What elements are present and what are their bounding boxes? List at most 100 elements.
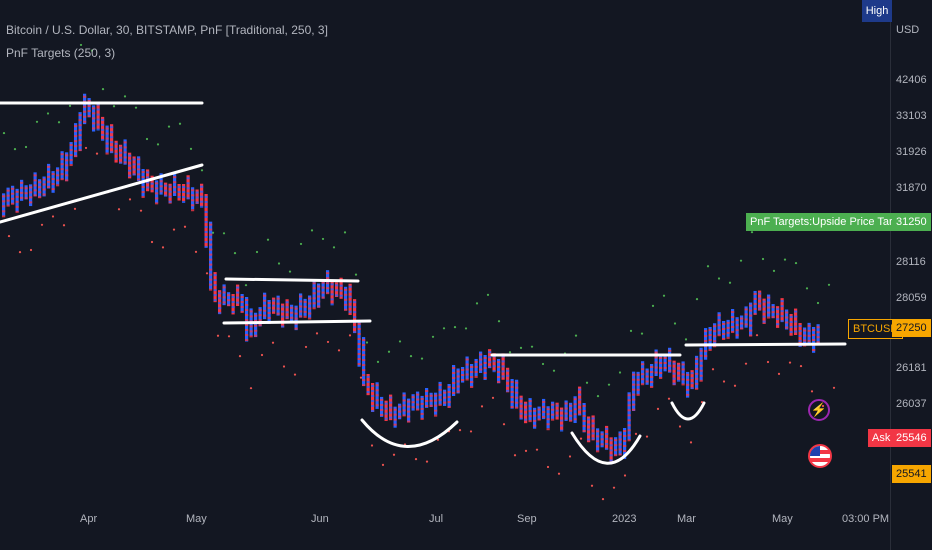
pnf-box	[807, 334, 811, 337]
target-dot	[777, 372, 781, 375]
pnf-box	[330, 283, 334, 286]
pnf-column	[807, 322, 811, 344]
pnf-box	[128, 169, 132, 172]
pnf-box	[177, 186, 181, 188]
pnf-column	[119, 144, 123, 164]
pnf-box	[267, 307, 271, 309]
target-dot	[222, 232, 226, 235]
price-tick: 31926	[896, 146, 927, 158]
pnf-box	[299, 305, 303, 308]
pnf-box	[42, 183, 46, 186]
pnf-box	[267, 312, 271, 314]
price-tick: 42406	[896, 74, 927, 86]
pnf-box	[627, 429, 631, 432]
bottom-price-tag: 25541	[892, 465, 931, 483]
pnf-box	[524, 403, 528, 406]
pnf-box	[690, 377, 694, 380]
pnf-box	[6, 194, 10, 197]
pnf-box	[420, 412, 424, 415]
pnf-box	[155, 182, 159, 185]
pnf-box	[434, 414, 438, 417]
pnf-box	[119, 161, 123, 164]
pnf-column	[164, 182, 168, 197]
pnf-box	[420, 397, 424, 400]
pnf-box	[141, 171, 145, 173]
pnf-box	[335, 294, 339, 297]
pnf-box	[582, 415, 586, 417]
pnf-box	[627, 424, 631, 427]
target-dot	[354, 273, 358, 276]
pnf-box	[222, 291, 226, 294]
pnf-box	[123, 161, 127, 164]
pnf-box	[762, 320, 766, 323]
target-dot	[706, 265, 710, 268]
pnf-box	[461, 379, 465, 381]
pnf-box	[596, 430, 600, 433]
pnf-box	[753, 307, 757, 310]
pnf-column	[605, 425, 609, 450]
pnf-box	[209, 288, 213, 291]
target-dot	[244, 284, 248, 287]
pnf-box	[177, 191, 181, 193]
pnf-box	[110, 126, 114, 129]
pnf-column	[159, 173, 163, 195]
pnf-box	[623, 435, 627, 437]
time-label: May	[186, 513, 207, 525]
pnf-box	[29, 196, 33, 199]
pnf-column	[38, 179, 42, 198]
pnf-box	[330, 298, 334, 301]
pnf-box	[483, 377, 487, 379]
price-scale[interactable]	[890, 0, 932, 550]
us-flag-icon[interactable]	[808, 444, 832, 468]
pnf-box	[321, 286, 325, 289]
pnf-box	[69, 144, 73, 147]
pnf-chart[interactable]	[0, 0, 890, 550]
pnf-column	[74, 123, 78, 157]
target-dot	[640, 332, 644, 335]
pnf-box	[713, 325, 717, 328]
pnf-column	[533, 407, 537, 429]
pnf-column	[542, 398, 546, 420]
pnf-box	[573, 408, 577, 411]
pnf-box	[533, 409, 537, 412]
pnf-box	[191, 199, 195, 202]
pnf-box	[510, 406, 514, 408]
target-dot	[233, 252, 237, 255]
pnf-box	[326, 282, 330, 285]
target-dot	[634, 432, 638, 435]
pnf-box	[308, 312, 312, 315]
pnf-box	[303, 315, 307, 318]
pnf-box	[285, 301, 289, 304]
pnf-box	[204, 216, 208, 218]
pnf-box	[245, 304, 249, 306]
pnf-box	[78, 144, 82, 147]
pnf-box	[11, 187, 15, 190]
target-dot	[84, 146, 88, 150]
pnf-box	[659, 362, 663, 364]
pnf-box	[627, 399, 631, 402]
pnf-column	[447, 384, 451, 408]
pnf-box	[470, 366, 474, 368]
pnf-box	[506, 384, 510, 387]
pnf-box	[560, 419, 564, 422]
pnf-box	[636, 383, 640, 386]
pnf-box	[573, 418, 577, 421]
pnf-box	[353, 306, 357, 309]
pnf-column	[267, 300, 271, 323]
pnf-box	[263, 314, 267, 317]
pnf-box	[497, 371, 501, 373]
pnf-box	[753, 302, 757, 305]
pnf-box	[704, 330, 708, 333]
lightning-icon[interactable]: ⚡	[808, 399, 830, 421]
indicator-legend[interactable]: PnF Targets (250, 3)	[6, 46, 116, 60]
pnf-box	[209, 253, 213, 256]
pnf-box	[339, 294, 343, 297]
price-tick: 28116	[896, 256, 926, 268]
pnf-box	[213, 279, 217, 282]
target-dot	[101, 88, 105, 91]
target-dot	[662, 294, 666, 297]
pnf-box	[384, 402, 388, 405]
pnf-box	[686, 388, 690, 391]
pnf-box	[749, 314, 753, 317]
target-dot	[293, 373, 297, 376]
